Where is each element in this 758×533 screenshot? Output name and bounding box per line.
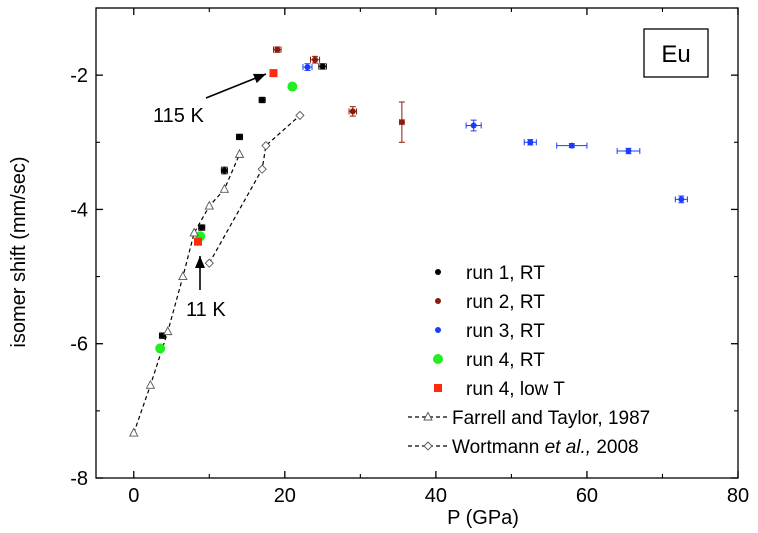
legend-label-1: run 2, RT <box>466 292 545 313</box>
data-point <box>261 141 271 151</box>
legend-marker-1 <box>435 298 441 304</box>
legend-marker-5 <box>423 411 433 421</box>
data-point <box>269 69 278 78</box>
legend-label-4: run 4, low T <box>466 379 565 400</box>
data-points <box>129 46 688 437</box>
data-point <box>204 258 214 268</box>
data-point <box>678 196 685 203</box>
data-point <box>193 237 202 246</box>
data-point <box>568 142 575 149</box>
data-point <box>319 63 326 70</box>
annotation-115k: 115 K <box>153 73 267 127</box>
legend-marker-3 <box>433 354 443 364</box>
y-tick-label: -2 <box>70 65 88 87</box>
series-line-6 <box>208 114 301 264</box>
x-tick-label: 0 <box>128 485 139 507</box>
x-axis-label: P (GPa) <box>447 507 519 529</box>
data-point <box>295 110 305 121</box>
annotation-11k: 11 K <box>186 256 226 321</box>
data-point <box>349 108 356 115</box>
data-point <box>234 148 245 158</box>
data-point <box>204 200 215 210</box>
data-point <box>178 271 188 281</box>
x-tick-label: 40 <box>425 485 447 507</box>
data-point <box>221 167 228 174</box>
series-line-5 <box>133 154 241 434</box>
data-point <box>145 379 156 389</box>
legend-marker-6 <box>423 441 433 451</box>
element-label: Eu <box>661 41 690 68</box>
data-point <box>259 96 266 103</box>
y-axis-label: isomer shift (mm/sec) <box>8 156 30 347</box>
data-point <box>312 56 319 63</box>
data-point <box>527 139 534 146</box>
axis-ticks <box>96 7 739 479</box>
annotation-11k-label: 11 K <box>186 299 226 321</box>
plot-frame <box>95 7 739 479</box>
data-point <box>625 148 632 155</box>
element-label-box: Eu <box>643 28 709 78</box>
legend-label-6: Wortmann et al., 2008 <box>452 437 639 458</box>
y-tick-label: -4 <box>70 199 88 221</box>
tick-labels: 0 20 40 60 80 -8 -6 -4 -2 <box>70 65 749 507</box>
legend-label-5: Farrell and Taylor, 1987 <box>452 408 650 429</box>
x-tick-label: 60 <box>576 485 598 507</box>
legend-marker-0 <box>435 269 441 275</box>
legend-label-0: run 1, RT <box>466 263 545 284</box>
data-point <box>163 326 173 336</box>
data-point <box>236 133 243 140</box>
y-tick-label: -6 <box>70 334 88 356</box>
data-point <box>129 427 139 437</box>
data-point <box>398 119 405 126</box>
data-point <box>257 164 267 174</box>
data-point <box>304 64 311 71</box>
x-tick-label: 20 <box>274 485 296 507</box>
arrowhead-115k <box>253 73 266 84</box>
legend-label-3: run 4, RT <box>466 350 545 371</box>
data-point <box>470 122 477 129</box>
reference-lines <box>133 114 301 434</box>
x-tick-label: 80 <box>727 485 749 507</box>
legend: run 1, RT run 2, RT run 3, RT run 4, RT run … <box>408 263 650 458</box>
legend-marker-2 <box>435 327 441 333</box>
annotation-115k-label: 115 K <box>153 105 204 127</box>
legend-label-2: run 3, RT <box>466 321 545 342</box>
data-point <box>198 224 205 231</box>
data-point <box>274 46 281 53</box>
data-point <box>189 227 199 237</box>
y-tick-label: -8 <box>70 468 88 490</box>
data-point <box>155 343 166 354</box>
data-point <box>219 183 230 193</box>
data-point <box>287 81 298 92</box>
arrowhead-11k <box>195 256 205 268</box>
legend-marker-4 <box>434 384 442 392</box>
